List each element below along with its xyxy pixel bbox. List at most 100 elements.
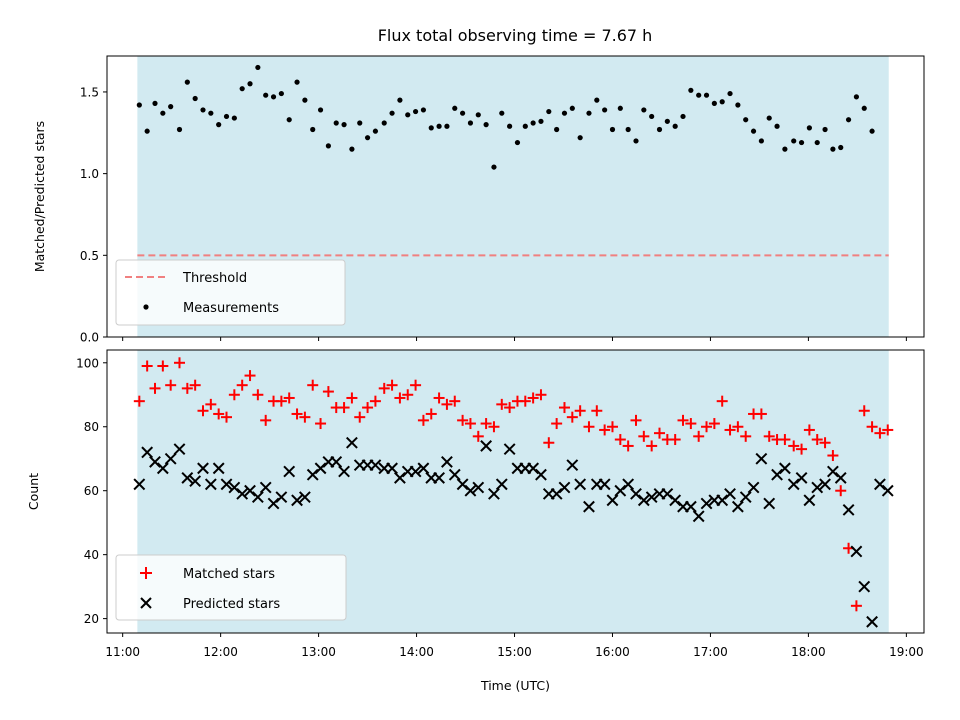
predicted-star-point	[448, 468, 461, 481]
ratio-x-ticks	[122, 337, 907, 341]
predicted-marker-b	[850, 545, 863, 558]
measurement-point	[192, 95, 198, 102]
predicted-marker-b	[661, 487, 674, 500]
measurement-point	[782, 146, 788, 152]
predicted-star-point	[369, 459, 382, 472]
measurement-point	[136, 102, 142, 108]
matched-star-point	[386, 379, 398, 391]
predicted-marker-b	[716, 494, 729, 507]
predicted-marker-b	[495, 478, 508, 491]
matched-star-point	[543, 437, 555, 449]
matched-star-point	[338, 402, 350, 414]
predicted-marker-b	[220, 478, 233, 491]
predicted-star-point	[566, 459, 579, 472]
matched-star-point	[433, 392, 445, 404]
matched-star-point	[410, 379, 422, 391]
predicted-marker-b	[866, 615, 878, 628]
predicted-marker-b	[330, 456, 343, 468]
predicted-star-point	[259, 481, 272, 494]
predicted-star-point	[811, 481, 824, 494]
predicted-marker-b	[236, 487, 249, 500]
matched-star-point	[205, 398, 217, 410]
ratio-y-ticks: 0.0 0.5 1.0 1.5	[80, 85, 107, 345]
measurement-point	[263, 92, 269, 98]
count-y-ticks: 20 40 60 80 100	[76, 356, 107, 626]
predicted-star-point	[173, 443, 186, 456]
measurement-point	[727, 90, 733, 97]
matched-star-point	[275, 395, 287, 407]
predicted-star-point	[220, 478, 233, 491]
predicted-marker-b	[212, 462, 225, 475]
predicted-marker-b	[700, 497, 713, 510]
measurement-point	[349, 146, 355, 152]
predicted-marker-b	[566, 459, 579, 472]
measurement-point	[444, 123, 450, 129]
predicted-marker-b	[527, 462, 540, 475]
measurement-point	[538, 118, 544, 124]
predicted-marker-b	[811, 481, 824, 494]
matched-star-point	[574, 405, 586, 417]
measurement-point	[239, 86, 245, 92]
matched-star-point	[362, 402, 374, 414]
x-axis-label: Time (UTC)	[480, 678, 550, 693]
predicted-marker-b	[283, 465, 296, 478]
predicted-marker-b	[275, 491, 288, 504]
matched-star-point	[811, 434, 823, 446]
predicted-star-point	[251, 491, 264, 504]
matched-star-point	[133, 395, 145, 407]
matched-star-point	[591, 405, 603, 417]
predicted-star-point	[495, 478, 508, 491]
predicted-marker-b	[386, 462, 398, 475]
predicted-marker-b	[858, 580, 871, 593]
measurement-point	[231, 115, 237, 121]
predicted-star-point	[345, 436, 358, 449]
predicted-star-point	[314, 462, 327, 475]
predicted-marker-b	[637, 494, 650, 507]
predicted-star-point	[558, 481, 571, 494]
measurement-point	[317, 107, 324, 113]
predicted-marker-b	[141, 446, 154, 459]
ratio-panel: 0.0 0.5 1.0 1.5 Matched/Predicted stars Thr…	[32, 55, 925, 345]
matched-star-point	[488, 421, 500, 433]
measurement-point	[594, 97, 600, 103]
matched-star-point	[716, 395, 728, 407]
measurement-point	[325, 143, 331, 149]
matched-star-point	[504, 402, 516, 414]
x-tick-label: 18:00	[791, 645, 826, 659]
count-plot-frame	[106, 349, 925, 634]
x-tick-label: 19:00	[889, 645, 924, 659]
predicted-marker-b	[314, 462, 327, 475]
measurement-point	[270, 94, 277, 100]
matched-star-point	[788, 440, 800, 452]
measurement-point	[649, 113, 655, 120]
predicted-marker-b	[614, 484, 627, 497]
matched-star-point	[566, 411, 578, 423]
predicted-star-point	[197, 462, 209, 475]
measurement-point	[255, 64, 261, 71]
predicted-star-point	[724, 487, 736, 500]
measurement-point	[719, 99, 725, 105]
matched-star-point	[197, 405, 209, 417]
predicted-star-point	[267, 497, 280, 510]
measurement-point	[743, 117, 749, 123]
x-tick-label: 11:00	[105, 645, 140, 659]
matched-star-point	[457, 414, 469, 426]
predicted-marker-b	[550, 487, 563, 500]
measurement-point	[602, 107, 608, 113]
measurement-point	[216, 122, 222, 128]
predicted-marker-b	[409, 465, 422, 478]
matched-star-point	[322, 386, 334, 398]
predicted-marker-b	[472, 481, 485, 494]
matched-star-point	[228, 389, 240, 401]
matched-star-point	[354, 411, 366, 423]
predicted-star-point	[409, 465, 422, 478]
measurement-point	[530, 120, 536, 126]
matched-star-point	[441, 398, 453, 410]
matched-star-point	[480, 418, 492, 430]
predicted-star-point	[874, 478, 886, 491]
predicted-marker-b	[433, 472, 445, 484]
predicted-star-point	[275, 491, 288, 504]
predicted-star-point	[456, 478, 469, 491]
predicted-star-point	[684, 500, 697, 513]
predicted-star-point	[149, 456, 161, 468]
